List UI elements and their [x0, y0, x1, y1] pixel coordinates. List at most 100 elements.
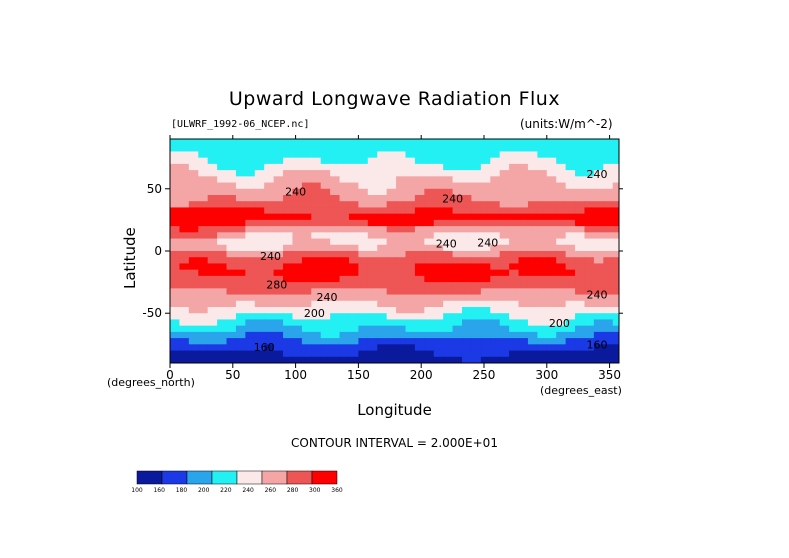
heatmap-cell	[179, 232, 190, 240]
heatmap-cell	[433, 163, 444, 171]
heatmap-cell	[292, 238, 303, 246]
heatmap-cell	[292, 325, 303, 333]
heatmap-cell	[405, 282, 416, 289]
heatmap-cell	[339, 182, 350, 190]
heatmap-cell	[377, 145, 388, 153]
heatmap-cell	[339, 300, 350, 308]
heatmap-cell	[386, 244, 397, 252]
heatmap-cell	[405, 201, 416, 209]
heatmap-cell	[396, 163, 407, 171]
heatmap-cell	[330, 356, 341, 363]
heatmap-cell	[217, 269, 228, 277]
heatmap-cell	[198, 151, 209, 159]
heatmap-cell	[226, 176, 237, 184]
heatmap-cell	[188, 238, 199, 246]
heatmap-cell	[339, 313, 350, 321]
heatmap-cell	[330, 201, 341, 209]
heatmap-cell	[527, 182, 538, 190]
heatmap-cell	[462, 213, 473, 221]
heatmap-cell	[311, 145, 322, 153]
heatmap-cell	[452, 139, 463, 146]
heatmap-cell	[593, 356, 604, 363]
heatmap-cell	[179, 251, 190, 258]
heatmap-cell	[179, 269, 190, 277]
heatmap-cell	[235, 226, 246, 233]
heatmap-cell	[320, 338, 331, 345]
heatmap-cell	[348, 213, 359, 221]
heatmap-cell	[490, 269, 501, 277]
heatmap-cell	[499, 145, 510, 153]
heatmap-cell	[254, 307, 265, 314]
heatmap-cell	[245, 145, 256, 153]
heatmap-cell	[170, 331, 181, 339]
heatmap-cell	[603, 176, 614, 184]
colorbar-label: 280	[287, 487, 299, 494]
heatmap-cell	[292, 182, 303, 190]
heatmap-cell	[377, 331, 388, 339]
heatmap-cell	[471, 263, 482, 271]
heatmap-cell	[462, 251, 473, 258]
colorbar-label: 180	[176, 487, 188, 494]
heatmap-cell	[198, 213, 209, 221]
heatmap-cell	[367, 213, 378, 221]
heatmap-cell	[245, 269, 256, 277]
heatmap-cell	[170, 356, 181, 363]
heatmap-cell	[235, 269, 246, 277]
heatmap-cell	[254, 282, 265, 289]
heatmap-cell	[565, 300, 576, 308]
heatmap-cell	[565, 244, 576, 252]
heatmap-cell	[452, 151, 463, 159]
heatmap-cell	[443, 263, 454, 271]
heatmap-cell	[339, 139, 350, 146]
heatmap-cell	[207, 207, 218, 215]
heatmap-cell	[593, 219, 604, 227]
heatmap-cell	[443, 275, 454, 283]
heatmap-cell	[546, 338, 557, 345]
heatmap-cell	[518, 170, 529, 177]
heatmap-cell	[245, 151, 256, 159]
heatmap-cell	[367, 195, 378, 202]
heatmap-cell	[367, 182, 378, 190]
heatmap-cell	[367, 307, 378, 314]
heatmap-cell	[509, 307, 520, 314]
heatmap-cell	[170, 176, 181, 184]
heatmap-cell	[499, 182, 510, 190]
heatmap-cell	[386, 232, 397, 240]
heatmap-cell	[311, 139, 322, 146]
heatmap-cell	[207, 201, 218, 209]
heatmap-cell	[198, 263, 209, 271]
heatmap-cell	[414, 170, 425, 177]
heatmap-cell	[509, 151, 520, 159]
heatmap-cell	[443, 282, 454, 289]
heatmap-cell	[254, 238, 265, 246]
heatmap-cell	[584, 251, 595, 258]
heatmap-cell	[179, 300, 190, 308]
heatmap-cell	[348, 176, 359, 184]
heatmap-cell	[320, 269, 331, 277]
heatmap-cell	[443, 232, 454, 240]
heatmap-cell	[358, 344, 369, 352]
heatmap-cell	[217, 139, 228, 146]
heatmap-cell	[283, 331, 294, 339]
heatmap-cell	[207, 313, 218, 321]
heatmap-cell	[188, 356, 199, 363]
heatmap-cell	[217, 238, 228, 246]
heatmap-cell	[367, 232, 378, 240]
heatmap-cell	[565, 201, 576, 209]
heatmap-cell	[527, 350, 538, 358]
colorbar-label: 100	[131, 487, 143, 494]
colorbar-swatch	[286, 470, 313, 485]
heatmap-cell	[480, 157, 491, 165]
heatmap-cell	[273, 182, 284, 190]
heatmap-cell	[584, 151, 595, 159]
heatmap-cell	[358, 163, 369, 171]
heatmap-cell	[330, 219, 341, 227]
heatmap-cell	[396, 151, 407, 159]
heatmap-cell	[612, 257, 619, 265]
heatmap-cell	[593, 263, 604, 271]
heatmap-cell	[348, 331, 359, 339]
heatmap-cell	[330, 325, 341, 333]
heatmap-cell	[565, 288, 576, 296]
heatmap-cell	[490, 145, 501, 153]
heatmap-cell	[556, 356, 567, 363]
